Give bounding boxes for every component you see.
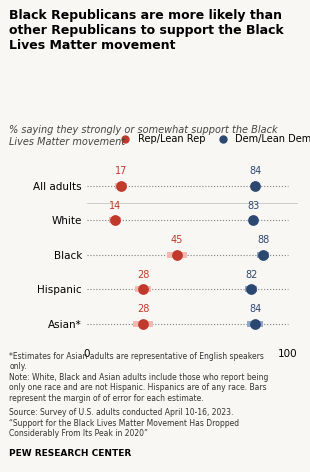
Bar — [251, 183, 259, 189]
Text: Note: White, Black and Asian adults include those who report being
only one race: Note: White, Black and Asian adults incl… — [9, 373, 269, 403]
Text: PEW RESEARCH CENTER: PEW RESEARCH CENTER — [9, 449, 131, 458]
Bar — [246, 286, 257, 293]
Bar — [247, 321, 264, 327]
Point — [118, 182, 123, 190]
Text: Black Republicans are more likely than
other Republicans to support the Black
Li: Black Republicans are more likely than o… — [9, 9, 284, 52]
Point — [251, 217, 256, 224]
Point — [253, 320, 258, 328]
Point — [261, 251, 266, 259]
Bar — [250, 217, 257, 223]
Text: 17: 17 — [115, 166, 127, 176]
Bar — [167, 252, 187, 258]
Text: 82: 82 — [245, 270, 258, 280]
Bar — [109, 217, 121, 223]
Legend: Rep/Lean Rep, Dem/Lean Dem: Rep/Lean Rep, Dem/Lean Dem — [111, 131, 310, 148]
Text: 28: 28 — [137, 304, 149, 314]
Text: % saying they strongly or somewhat support the Black
Lives Matter movement: % saying they strongly or somewhat suppo… — [9, 125, 278, 147]
Point — [140, 320, 145, 328]
Point — [140, 286, 145, 293]
Text: 84: 84 — [249, 166, 262, 176]
Text: 14: 14 — [109, 201, 121, 211]
Point — [249, 286, 254, 293]
Bar — [257, 252, 269, 258]
Text: 88: 88 — [257, 235, 270, 245]
Text: 84: 84 — [249, 304, 262, 314]
Text: 28: 28 — [137, 270, 149, 280]
Text: Source: Survey of U.S. adults conducted April 10-16, 2023.
“Support for the Blac: Source: Survey of U.S. adults conducted … — [9, 408, 239, 438]
Point — [113, 217, 117, 224]
Text: 45: 45 — [171, 235, 183, 245]
Bar — [135, 286, 151, 293]
Text: 83: 83 — [247, 201, 259, 211]
Bar — [115, 183, 127, 189]
Point — [253, 182, 258, 190]
Point — [175, 251, 179, 259]
Text: *Estimates for Asian adults are representative of English speakers
only.: *Estimates for Asian adults are represen… — [9, 352, 264, 371]
Bar — [133, 321, 153, 327]
